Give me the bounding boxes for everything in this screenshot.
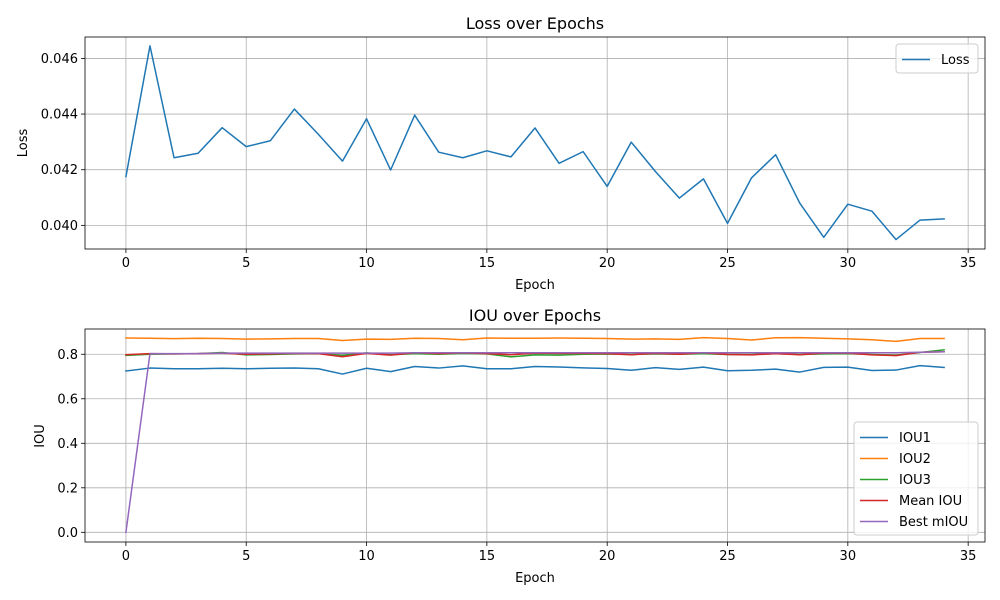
iou-legend-label: IOU2	[899, 452, 931, 467]
loss-x-tick-label: 25	[719, 256, 736, 271]
iou-y-tick-label: 0.8	[57, 348, 78, 363]
loss-x-tick-label: 30	[840, 256, 857, 271]
iou-axes-frame	[84, 328, 986, 543]
iou-y-tick-label: 0.0	[57, 526, 78, 541]
loss-legend: Loss	[895, 43, 979, 74]
iou-chart: IOU over Epochs Epoch IOU 0 5 10 15 20 25 30 35…	[33, 306, 986, 586]
loss-grid	[85, 37, 985, 249]
iou-x-tick-label: 0	[122, 549, 130, 564]
loss-x-tick-label: 5	[242, 256, 250, 271]
loss-y-tick-label: 0.046	[41, 52, 78, 67]
iou-series-line-iou1	[125, 364, 945, 375]
iou-y-tick-label: 0.2	[57, 481, 78, 496]
iou-legend-label: Best mIOU	[899, 515, 968, 530]
iou-x-axis-label: Epoch	[515, 571, 555, 586]
loss-x-axis-label: Epoch	[515, 278, 555, 293]
iou-legend: IOU1 IOU2 IOU3 Mean IOU Best mIOU	[853, 421, 979, 536]
loss-x-tick-label: 10	[358, 256, 375, 271]
iou-x-tick-label: 5	[242, 549, 250, 564]
iou-x-tick-label: 25	[719, 549, 736, 564]
loss-axes-frame	[84, 36, 986, 250]
loss-legend-box	[895, 43, 979, 74]
iou-x-tick-label: 30	[840, 549, 857, 564]
loss-y-axis-label: Loss	[16, 129, 31, 158]
loss-x-tick-label: 0	[122, 256, 130, 271]
iou-legend-label: Mean IOU	[899, 494, 962, 509]
iou-y-tick-label: 0.6	[57, 392, 78, 407]
iou-series-line-iou2	[125, 336, 945, 343]
loss-legend-label: Loss	[941, 53, 970, 68]
iou-chart-title: IOU over Epochs	[469, 306, 601, 325]
iou-x-tick-label: 15	[479, 549, 496, 564]
iou-y-axis-label: IOU	[33, 424, 48, 448]
loss-series-line-loss	[125, 45, 945, 241]
iou-series-line-best-miou	[125, 351, 945, 534]
iou-x-tick-label: 35	[960, 549, 977, 564]
loss-x-tick-label: 20	[599, 256, 616, 271]
iou-legend-label: IOU3	[899, 473, 931, 488]
iou-y-tick-label: 0.4	[57, 437, 78, 452]
iou-x-tick-label: 20	[599, 549, 616, 564]
loss-y-tick-label: 0.042	[41, 163, 78, 178]
iou-x-tick-label: 10	[358, 549, 375, 564]
loss-chart: Loss over Epochs Epoch Loss 0 5 10 15 20 25 30…	[16, 14, 986, 293]
loss-y-tick-label: 0.044	[41, 108, 78, 123]
loss-y-tick-label: 0.040	[41, 219, 78, 234]
iou-legend-label: IOU1	[899, 431, 931, 446]
loss-chart-title: Loss over Epochs	[466, 14, 604, 33]
iou-legend-box	[853, 421, 979, 536]
loss-x-tick-label: 15	[479, 256, 496, 271]
loss-x-tick-label: 35	[960, 256, 977, 271]
